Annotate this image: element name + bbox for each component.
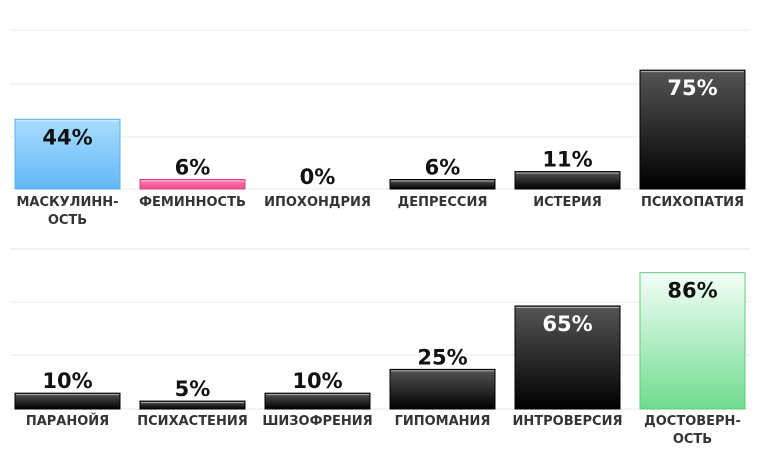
bar xyxy=(139,178,246,190)
category-label: ПСИХАСТЕНИЯ xyxy=(137,414,247,429)
bar xyxy=(514,305,621,410)
bar-value-label: 75% xyxy=(667,76,717,100)
chart-panel-bottom: 10% ПАРАНОЙЯ 5% ПСИХАСТЕНИЯ 10% ШИЗОФРЕНИЯ 25%… xyxy=(10,248,750,447)
bar-value-label: 11% xyxy=(542,148,592,172)
bar-value-label: 86% xyxy=(667,279,717,303)
bar xyxy=(389,178,496,190)
bar-value-label: 6% xyxy=(175,155,211,179)
bar xyxy=(14,118,121,190)
category-label: ИНТРОВЕРСИЯ xyxy=(513,414,623,429)
category-label: ШИЗОФРЕНИЯ xyxy=(262,414,372,429)
bar xyxy=(264,392,371,410)
bar-value-label: 0% xyxy=(300,165,336,189)
bar xyxy=(639,69,746,190)
category-label: ДОСТОВЕРН-ОСТЬ xyxy=(644,414,741,447)
bar xyxy=(14,392,121,410)
bar xyxy=(389,368,496,410)
bar-value-label: 65% xyxy=(542,312,592,336)
category-label: ПАРАНОЙЯ xyxy=(26,413,109,429)
bar-value-label: 25% xyxy=(417,345,467,369)
bar-value-label: 10% xyxy=(42,369,92,393)
bar-value-label: 5% xyxy=(175,377,211,401)
category-label: МАСКУЛИНН-ОСТЬ xyxy=(16,195,118,228)
bar xyxy=(514,171,621,190)
chart-panel-top: 44% МАСКУЛИНН-ОСТЬ 6% ФЕМИННОСТЬ 0% ИПОХОНДРИ… xyxy=(10,29,750,228)
bar-value-label: 10% xyxy=(292,369,342,393)
bar-value-label: 44% xyxy=(42,125,92,149)
category-label: ФЕМИННОСТЬ xyxy=(139,195,246,210)
category-label: ГИПОМАНИЯ xyxy=(395,414,491,429)
category-label: ПСИХОПАТИЯ xyxy=(641,195,744,210)
category-label: ДЕПРЕССИЯ xyxy=(398,195,488,210)
bar xyxy=(139,400,246,410)
category-label: ИПОХОНДРИЯ xyxy=(264,195,371,210)
bar-value-label: 6% xyxy=(425,155,461,179)
category-label: ИСТЕРИЯ xyxy=(533,195,602,210)
bar xyxy=(639,272,746,410)
